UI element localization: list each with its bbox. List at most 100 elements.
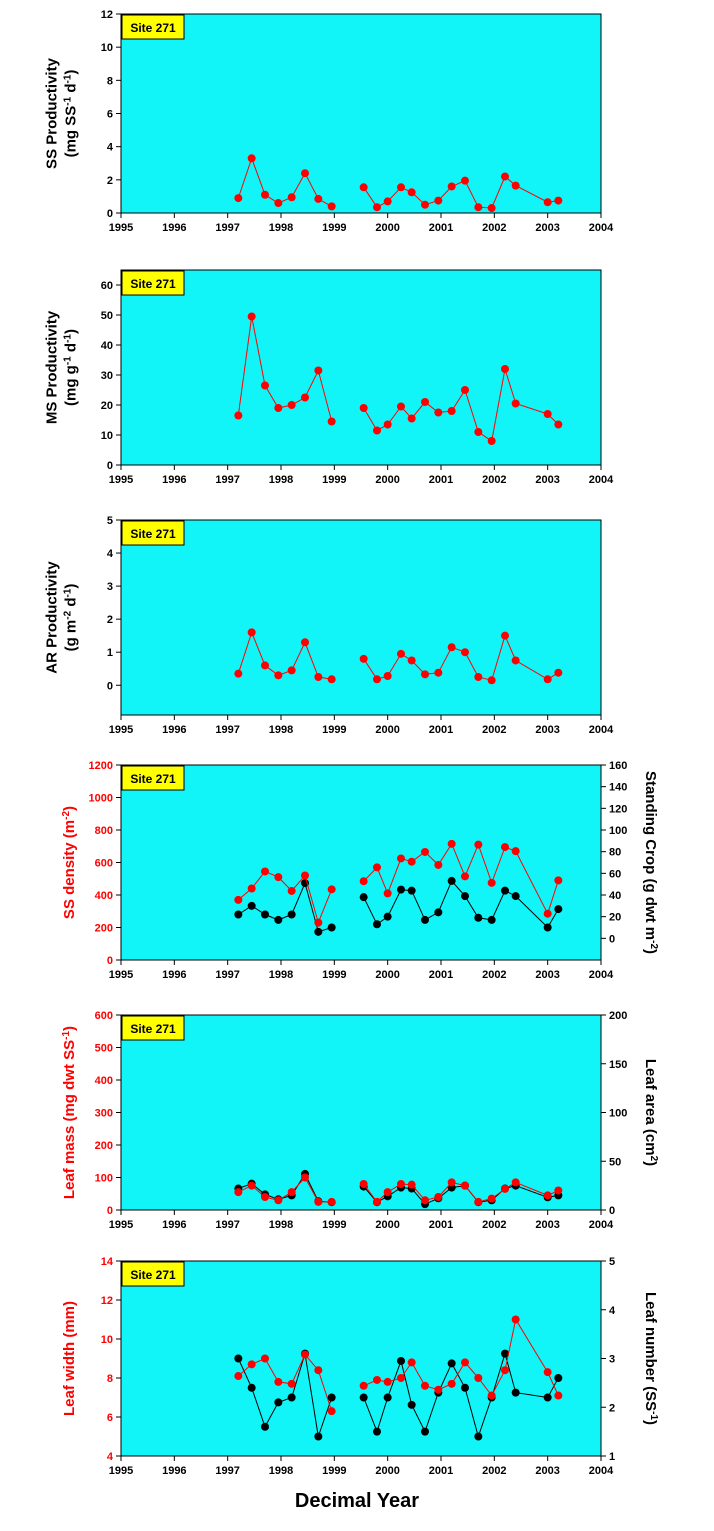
x-tick-label: 2003 bbox=[535, 222, 559, 234]
x-tick-label: 1997 bbox=[215, 222, 239, 234]
site-label-box bbox=[121, 1261, 185, 1287]
data-point bbox=[447, 876, 456, 885]
data-point bbox=[554, 1186, 563, 1195]
x-tick-label: 2000 bbox=[375, 724, 399, 736]
x-axis-title: Decimal Year bbox=[294, 1490, 420, 1512]
data-point bbox=[247, 901, 256, 910]
data-point bbox=[407, 656, 416, 665]
data-point bbox=[447, 1359, 456, 1368]
y-tick-label: 1000 bbox=[89, 793, 113, 805]
data-point bbox=[474, 672, 483, 681]
y-axis-title: SS density (m-2) bbox=[61, 806, 79, 919]
data-point bbox=[274, 404, 283, 412]
x-tick-label: 1995 bbox=[109, 724, 133, 736]
data-point bbox=[511, 892, 520, 901]
y-tick-label: 0 bbox=[107, 1205, 113, 1217]
data-point bbox=[543, 1393, 552, 1402]
data-point bbox=[261, 1193, 269, 1201]
y-tick-label: 12 bbox=[101, 1295, 113, 1307]
series-line bbox=[237, 316, 333, 422]
x-tick-label: 1999 bbox=[322, 724, 346, 736]
y2-tick-label: 100 bbox=[609, 825, 627, 837]
site-label-text: Site 271 bbox=[130, 21, 176, 35]
data-point bbox=[474, 428, 483, 436]
x-tick-label: 2003 bbox=[535, 474, 559, 486]
data-point bbox=[447, 182, 456, 191]
x-tick-label: 2004 bbox=[589, 222, 614, 234]
data-point bbox=[327, 885, 336, 894]
site-label: Site 271 bbox=[121, 270, 185, 296]
data-point bbox=[373, 1427, 381, 1436]
y2-tick-label: 4 bbox=[609, 1305, 616, 1317]
plot-area bbox=[120, 269, 602, 466]
data-point bbox=[314, 1197, 323, 1206]
data-point bbox=[421, 670, 429, 679]
data-point bbox=[314, 927, 323, 936]
data-point bbox=[234, 669, 243, 678]
data-point bbox=[434, 1193, 443, 1201]
y-tick-label: 14 bbox=[101, 1256, 114, 1268]
data-point bbox=[234, 194, 243, 203]
data-point bbox=[359, 183, 368, 192]
data-point bbox=[554, 1391, 563, 1400]
data-point bbox=[314, 918, 323, 927]
data-point bbox=[261, 867, 269, 876]
data-point bbox=[407, 1358, 416, 1367]
data-point bbox=[383, 889, 392, 898]
y-tick-label: 200 bbox=[95, 923, 113, 935]
y-tick-label: 1200 bbox=[89, 760, 113, 772]
y-tick-label: 40 bbox=[101, 340, 113, 352]
data-point bbox=[434, 860, 443, 869]
y2-tick-label: 40 bbox=[609, 890, 621, 902]
data-point bbox=[511, 1315, 520, 1324]
x-tick-label: 1998 bbox=[269, 474, 293, 486]
data-point bbox=[421, 915, 429, 924]
x-tick-label: 1997 bbox=[215, 724, 239, 736]
x-tick-label: 1998 bbox=[269, 1465, 293, 1477]
data-point bbox=[274, 671, 283, 680]
data-point bbox=[511, 399, 520, 408]
data-point bbox=[383, 1393, 392, 1402]
data-point bbox=[543, 410, 552, 418]
data-point bbox=[434, 908, 443, 917]
data-point bbox=[461, 1181, 469, 1190]
y2-tick-label: 0 bbox=[609, 933, 615, 945]
data-point bbox=[274, 915, 283, 924]
data-point bbox=[314, 1432, 323, 1441]
y-axis-title: (g m-2 d-1) bbox=[62, 584, 80, 652]
data-point bbox=[359, 877, 368, 886]
x-tick-label: 1995 bbox=[109, 474, 133, 486]
x-tick-label: 1997 bbox=[215, 474, 239, 486]
data-point bbox=[314, 366, 323, 375]
y-tick-label: 500 bbox=[95, 1043, 113, 1055]
y-tick-label: 2 bbox=[107, 614, 113, 626]
data-point bbox=[543, 909, 552, 918]
y-tick-label: 4 bbox=[107, 1451, 114, 1463]
x-tick-label: 1999 bbox=[322, 222, 346, 234]
site-label-box bbox=[121, 1015, 185, 1041]
data-point bbox=[474, 913, 483, 922]
x-tick-label: 1998 bbox=[269, 969, 293, 981]
data-point bbox=[234, 411, 243, 420]
x-tick-label: 2001 bbox=[429, 969, 453, 981]
y-tick-label: 8 bbox=[107, 1373, 113, 1385]
x-tick-label: 2002 bbox=[482, 969, 506, 981]
y-tick-label: 4 bbox=[107, 548, 114, 560]
data-point bbox=[434, 196, 443, 205]
x-tick-label: 2003 bbox=[535, 724, 559, 736]
site-label: Site 271 bbox=[121, 14, 185, 40]
data-point bbox=[543, 923, 552, 932]
plot-area bbox=[120, 1014, 602, 1211]
y2-tick-label: 50 bbox=[609, 1156, 621, 1168]
data-point bbox=[487, 676, 496, 685]
data-point bbox=[314, 672, 323, 681]
data-point bbox=[397, 1356, 405, 1365]
data-point bbox=[407, 857, 416, 866]
y-tick-label: 2 bbox=[107, 175, 113, 187]
x-tick-label: 2004 bbox=[589, 474, 614, 486]
data-point bbox=[554, 876, 563, 885]
y-tick-label: 60 bbox=[101, 280, 113, 292]
y2-tick-label: 60 bbox=[609, 868, 621, 880]
data-point bbox=[421, 200, 429, 209]
